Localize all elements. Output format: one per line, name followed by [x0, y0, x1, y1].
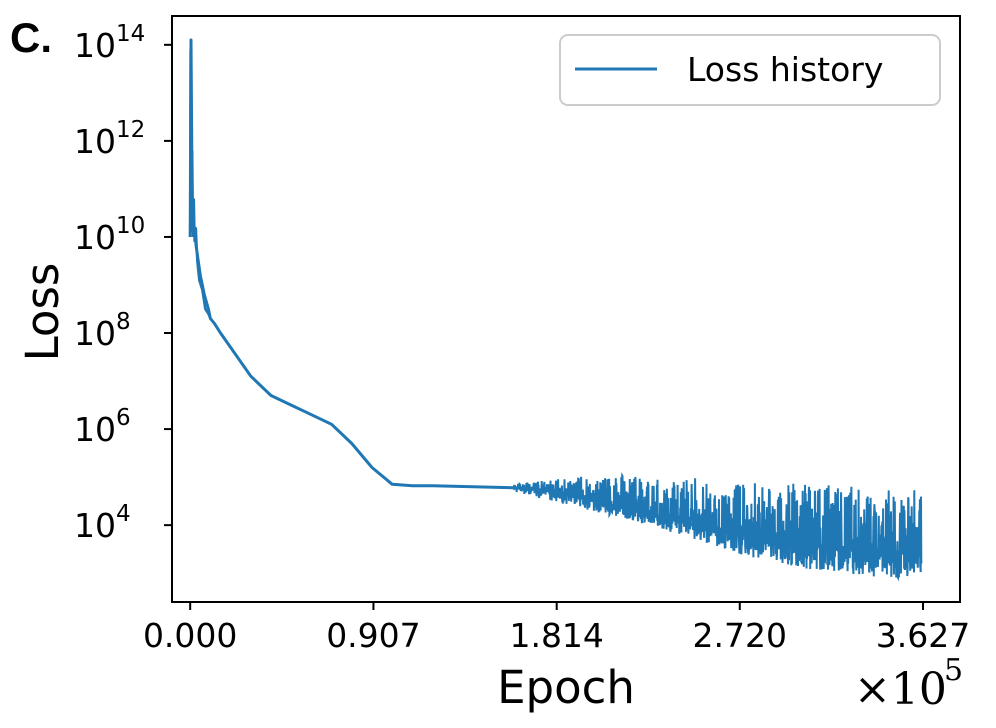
x-tick-label: 3.627: [876, 616, 970, 655]
y-tick-label: 104: [74, 501, 131, 545]
x-tick-label: 0.000: [143, 616, 237, 655]
plot-area: [171, 15, 961, 603]
x-multiplier: ×10 5: [854, 653, 963, 715]
y-tick-label: 108: [74, 309, 131, 353]
x-tick-label: 2.720: [693, 616, 787, 655]
x-tick-label: 0.907: [326, 616, 420, 655]
panel-label: C.: [10, 14, 52, 61]
legend: Loss history: [559, 34, 941, 106]
x-multiplier-exponent: 5: [944, 653, 963, 688]
x-axis-ticks: 0.000 0.907 1.814 2.720 3.627: [143, 602, 970, 655]
y-tick-label: 1014: [74, 21, 145, 65]
y-axis-label: Loss: [16, 263, 69, 362]
loss-history-line: [188, 38, 922, 556]
x-axis-label: Epoch: [497, 661, 635, 714]
x-multiplier-base: ×10: [854, 664, 947, 715]
series-layer: [188, 38, 923, 582]
y-axis-ticks: 104 106 108 1010 1012 1014: [74, 21, 172, 545]
loss-history-oscillation: [512, 472, 923, 582]
legend-box: [559, 34, 941, 106]
legend-label-loss-history: Loss history: [687, 50, 883, 89]
y-tick-label: 1012: [74, 117, 145, 161]
y-tick-label: 106: [74, 405, 131, 449]
x-tick-label: 1.814: [509, 616, 603, 655]
loss-history-initial-spikes: [188, 49, 212, 320]
axes-frame: [171, 15, 961, 603]
y-tick-label: 1010: [74, 213, 145, 257]
